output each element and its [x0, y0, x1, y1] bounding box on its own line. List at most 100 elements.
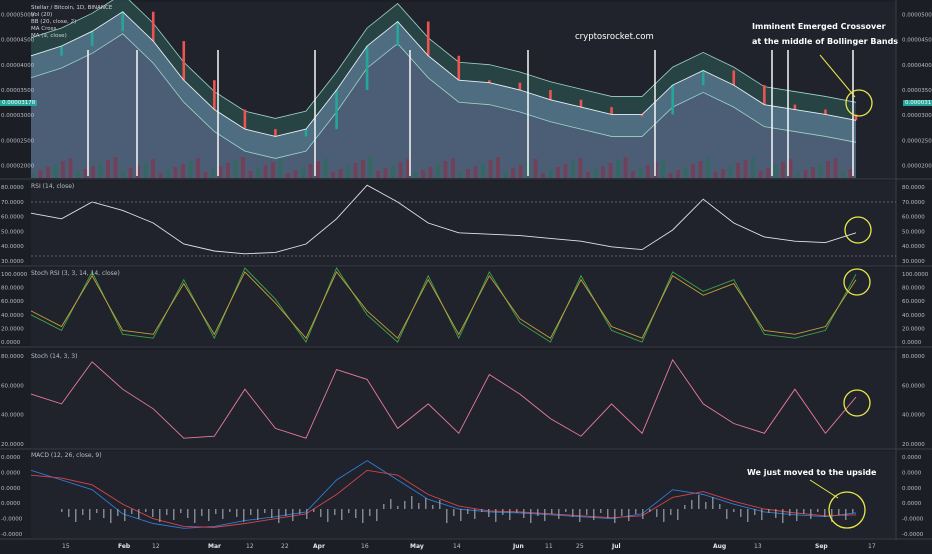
indicator-line-4-0	[30, 460, 857, 529]
macd-histogram-bar	[278, 509, 280, 523]
macd-histogram-bar	[474, 509, 476, 519]
indicator-tick-right: 0.0000	[902, 501, 922, 507]
indicator-tick-right: 20.0000	[902, 442, 925, 448]
indicator-tick-left: 0.0000	[1, 501, 21, 507]
volume-bar	[428, 167, 433, 178]
macd-histogram-bar	[656, 509, 658, 517]
macd-histogram-bar	[663, 509, 665, 522]
price-tick-left: 0.00004500	[1, 38, 35, 44]
price-tick-right: 0.00003000	[902, 113, 932, 119]
macd-histogram-bar	[782, 509, 784, 523]
pane-background-3	[31, 350, 896, 448]
indicator-tick-right: 60.0000	[902, 215, 925, 221]
macd-histogram-bar	[572, 509, 574, 517]
macd-histogram-bar	[831, 509, 833, 522]
macd-histogram-bar	[733, 509, 735, 512]
volume-bar	[743, 160, 748, 178]
volume-bar	[586, 172, 590, 178]
macd-histogram-bar	[698, 495, 700, 509]
volume-bar	[61, 161, 65, 178]
volume-bar	[728, 166, 733, 178]
price-tick-right: 0.00004500	[902, 38, 932, 44]
indicator-tick-left: 60.0000	[1, 383, 24, 389]
volume-bar	[188, 161, 193, 178]
macd-histogram-bar	[215, 509, 217, 514]
macd-annotation-arrow	[809, 479, 839, 499]
volume-bar	[601, 166, 605, 178]
highlight-circle	[845, 89, 873, 117]
macd-histogram-bar	[761, 509, 763, 520]
annotation-arrow	[819, 54, 856, 98]
macd-histogram-bar	[775, 509, 777, 518]
indicator-tick-left: 40.0000	[1, 244, 24, 250]
volume-bar	[466, 169, 470, 178]
volume-bar	[683, 167, 688, 178]
macd-histogram-bar	[439, 500, 441, 509]
macd-histogram-bar	[796, 509, 798, 521]
pane-background-4	[31, 451, 896, 538]
volume-bar	[211, 169, 215, 178]
volume-bar	[53, 164, 58, 178]
macd-histogram-bar	[243, 509, 245, 522]
price-candle	[457, 55, 461, 81]
macd-histogram-bar	[614, 509, 616, 523]
date-tick: 16	[361, 543, 369, 550]
macd-histogram-bar	[453, 509, 455, 516]
volume-bar	[631, 171, 635, 178]
macd-histogram-bar	[488, 509, 490, 517]
macd-histogram-bar	[628, 509, 630, 521]
indicator-tick-right: 100.0000	[902, 272, 929, 278]
volume-bar	[496, 157, 500, 178]
volume-bar	[143, 162, 148, 178]
highlight-circle	[828, 491, 866, 529]
volume-bar	[218, 166, 223, 178]
indicator-tick-left: -0.0000	[1, 517, 23, 523]
price-candle	[640, 114, 644, 117]
indicator-tick-left: 80.0000	[1, 354, 24, 360]
macd-histogram-bar	[131, 509, 133, 514]
volume-bar	[263, 165, 268, 178]
macd-histogram-bar	[754, 509, 756, 515]
date-tick: 14	[453, 543, 461, 550]
macd-histogram-bar	[768, 509, 770, 513]
date-tick: 13	[754, 543, 762, 550]
macd-histogram-bar	[285, 509, 287, 516]
price-candle	[243, 109, 247, 130]
rsi-pane-label: RSI (14, close)	[31, 183, 75, 190]
macd-histogram-bar	[726, 509, 728, 519]
macd-histogram-bar	[82, 509, 84, 515]
current-price-tag-right: 0.00003178	[903, 100, 932, 106]
macd-histogram-bar	[68, 509, 70, 517]
price-candle	[579, 99, 583, 108]
volume-bar	[668, 173, 673, 178]
volume-bar	[533, 159, 538, 178]
price-candle	[610, 107, 613, 115]
volume-bar	[841, 172, 845, 178]
macd-histogram-bar	[194, 509, 196, 523]
volume-bar	[751, 157, 755, 178]
date-tick: Apr	[313, 543, 325, 550]
indicator-tick-right: 0.0000	[902, 470, 922, 476]
macd-histogram-bar	[222, 509, 224, 519]
macd-histogram-bar	[341, 509, 343, 520]
volume-bar	[158, 173, 163, 178]
macd-histogram-bar	[418, 503, 420, 509]
macd-histogram-bar	[593, 509, 595, 520]
date-tick: 15	[62, 543, 70, 550]
volume-bar	[323, 158, 328, 178]
date-tick: Jun	[512, 543, 524, 550]
macd-histogram-bar	[817, 509, 819, 512]
bollinger-lower-line	[30, 33, 857, 159]
macd-histogram-bar	[306, 509, 308, 519]
volume-bar	[571, 161, 575, 178]
volume-bar	[736, 163, 740, 178]
volume-bar	[181, 164, 185, 178]
macd-histogram-bar	[684, 505, 686, 509]
volume-bar	[788, 159, 793, 178]
indicator-tick-left: 20.0000	[1, 442, 24, 448]
volume-bar	[121, 171, 125, 178]
indicator-tick-right: 0.0000	[902, 486, 922, 492]
volume-bar	[556, 167, 560, 178]
macd-histogram-bar	[677, 509, 679, 520]
macd-histogram-bar	[558, 509, 560, 519]
